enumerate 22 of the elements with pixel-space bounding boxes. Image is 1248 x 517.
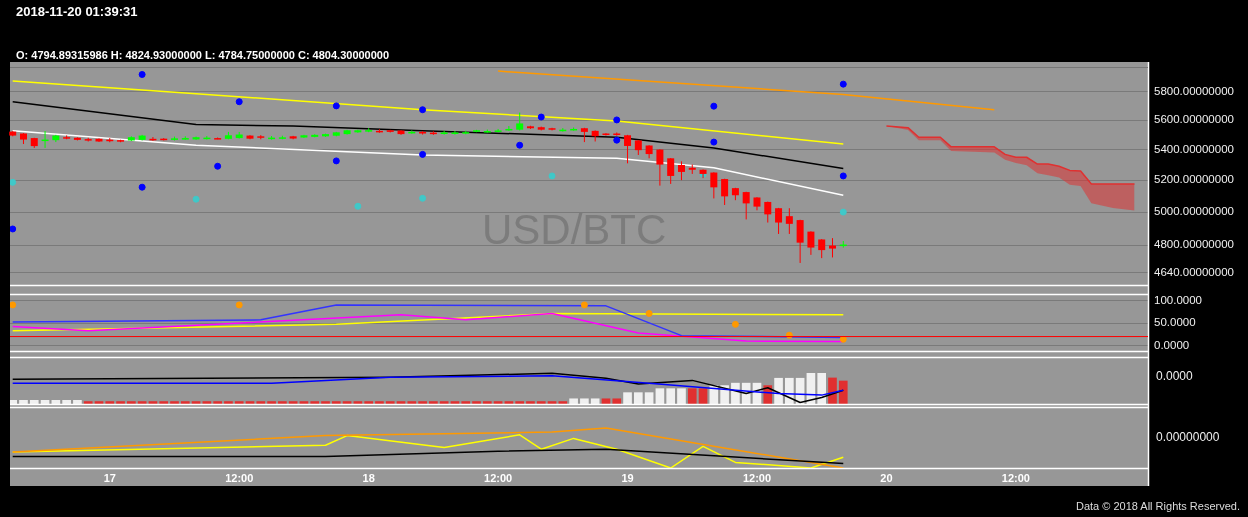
text: Data © 2018 All Rights Reserved.: [1075, 500, 1240, 512]
x-tick-label: 12:00: [225, 471, 254, 484]
y-tick-label: 100.0000: [1154, 293, 1202, 306]
x-tick-label: 12:00: [484, 471, 513, 484]
x-tick-label: 18: [362, 471, 375, 484]
text: 0.00000000: [1156, 430, 1220, 445]
y-tick-label: 5800.00000000: [1154, 84, 1234, 97]
y-tick-label: 5600.00000000: [1154, 113, 1234, 126]
y-tick-label: 0.0000: [1154, 338, 1190, 351]
chart-subtitle: O: 4794.89315986 H: 4824.93000000 L: 4784.75000000 C: 4804.30000000: [16, 49, 390, 61]
chart-title: 2018-11-20 01:39:31: [16, 4, 138, 19]
x-tick-label: 19: [621, 471, 634, 484]
y-tick-label: 4800.00000000: [1154, 238, 1234, 251]
y-tick-label: 50.0000: [1154, 316, 1196, 329]
y-tick-label: 5200.00000000: [1154, 173, 1234, 186]
x-tick-label: 12:00: [1001, 471, 1030, 484]
y-tick-label: 4640.00000000: [1154, 265, 1234, 278]
y-tick-label: 5000.00000000: [1154, 205, 1234, 218]
x-tick-label: 17: [103, 471, 116, 484]
x-tick-label: 20: [880, 471, 893, 484]
y-tick-label: 5400.00000000: [1154, 142, 1234, 155]
x-tick-label: 12:00: [742, 471, 772, 484]
